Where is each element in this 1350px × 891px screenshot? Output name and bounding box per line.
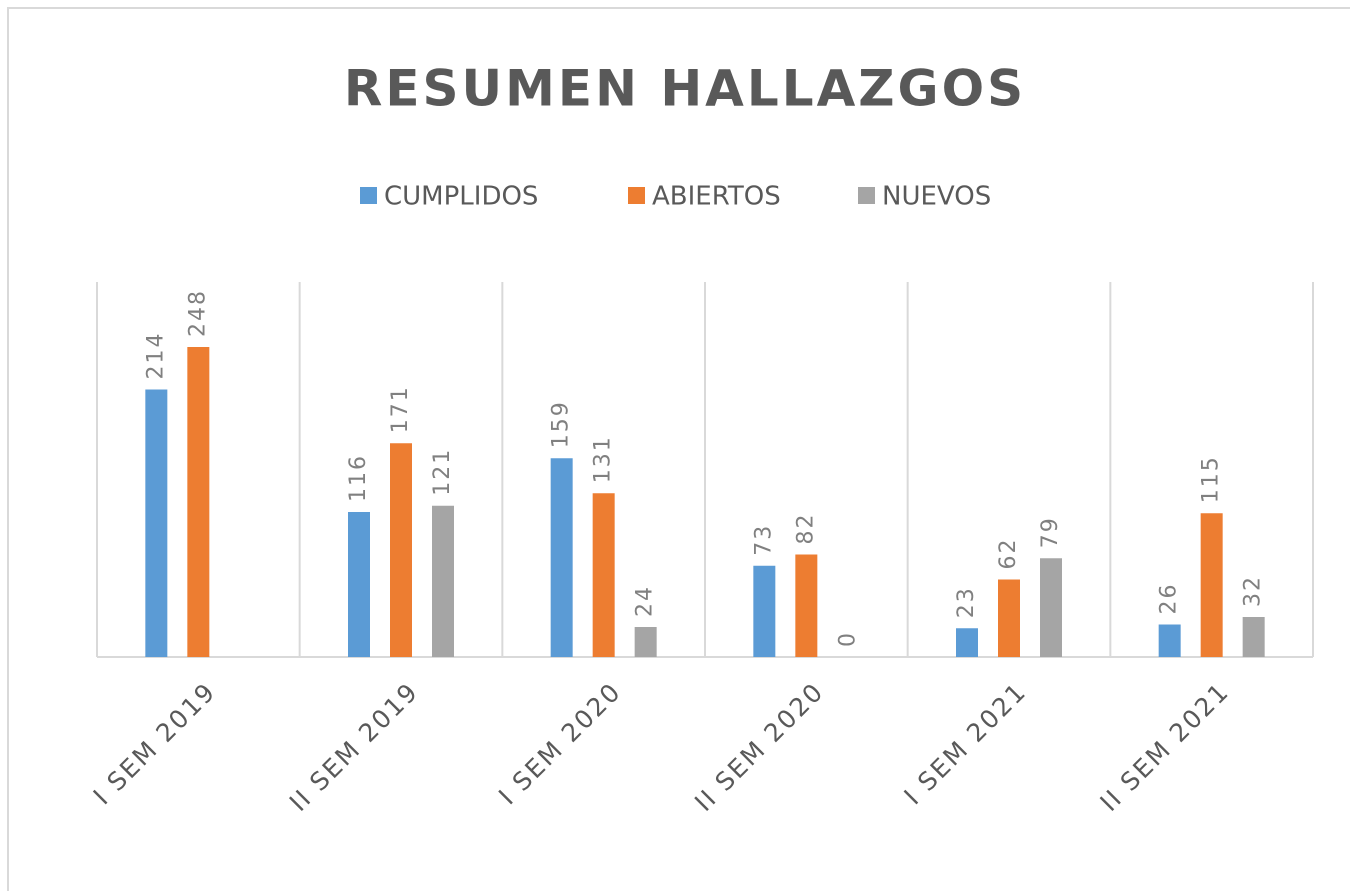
frame xyxy=(7,7,1350,891)
data-label: 248 xyxy=(185,289,210,337)
data-label: 121 xyxy=(430,448,455,496)
x-tick-label: I SEM 2020 xyxy=(493,677,627,811)
data-label: 23 xyxy=(954,586,979,618)
legend-label: ABIERTOS xyxy=(652,182,781,212)
data-label: 116 xyxy=(346,454,371,502)
bar xyxy=(1040,558,1062,657)
legend-swatch xyxy=(360,187,377,204)
data-label: 26 xyxy=(1157,583,1182,615)
x-tick-label: II SEM 2019 xyxy=(284,677,424,817)
data-label: 171 xyxy=(388,385,413,433)
data-label: 131 xyxy=(591,435,616,483)
bar xyxy=(390,443,412,657)
bar xyxy=(145,389,168,657)
bar xyxy=(634,627,657,657)
bar xyxy=(998,579,1020,657)
bar xyxy=(550,458,573,657)
data-label: 214 xyxy=(143,332,168,380)
data-label: 79 xyxy=(1038,516,1063,548)
bar xyxy=(795,554,818,657)
data-label: 159 xyxy=(549,400,574,448)
data-label: 62 xyxy=(996,538,1021,570)
bar xyxy=(956,628,978,657)
bar xyxy=(432,505,454,657)
data-label: 24 xyxy=(633,585,658,617)
data-label: 73 xyxy=(751,524,776,556)
bar xyxy=(1200,513,1223,657)
chart-title: RESUMEN HALLAZGOS xyxy=(344,60,1026,118)
bar xyxy=(753,565,776,657)
legend-label: CUMPLIDOS xyxy=(384,182,538,212)
data-label: 32 xyxy=(1241,575,1266,607)
legend-label: NUEVOS xyxy=(882,182,991,212)
bar xyxy=(592,493,615,657)
x-tick-label: I SEM 2019 xyxy=(88,677,222,811)
data-label: 82 xyxy=(793,513,818,545)
x-tick-label: I SEM 2021 xyxy=(898,677,1032,811)
data-label: 115 xyxy=(1199,455,1224,503)
data-label: 0 xyxy=(835,631,860,647)
legend-swatch xyxy=(628,187,645,204)
bar xyxy=(187,347,210,657)
bar xyxy=(348,512,370,657)
x-tick-label: II SEM 2020 xyxy=(689,677,829,817)
x-tick-label: II SEM 2021 xyxy=(1094,677,1234,817)
bar xyxy=(1242,617,1265,657)
bar xyxy=(1158,624,1181,657)
legend-swatch xyxy=(858,187,875,204)
